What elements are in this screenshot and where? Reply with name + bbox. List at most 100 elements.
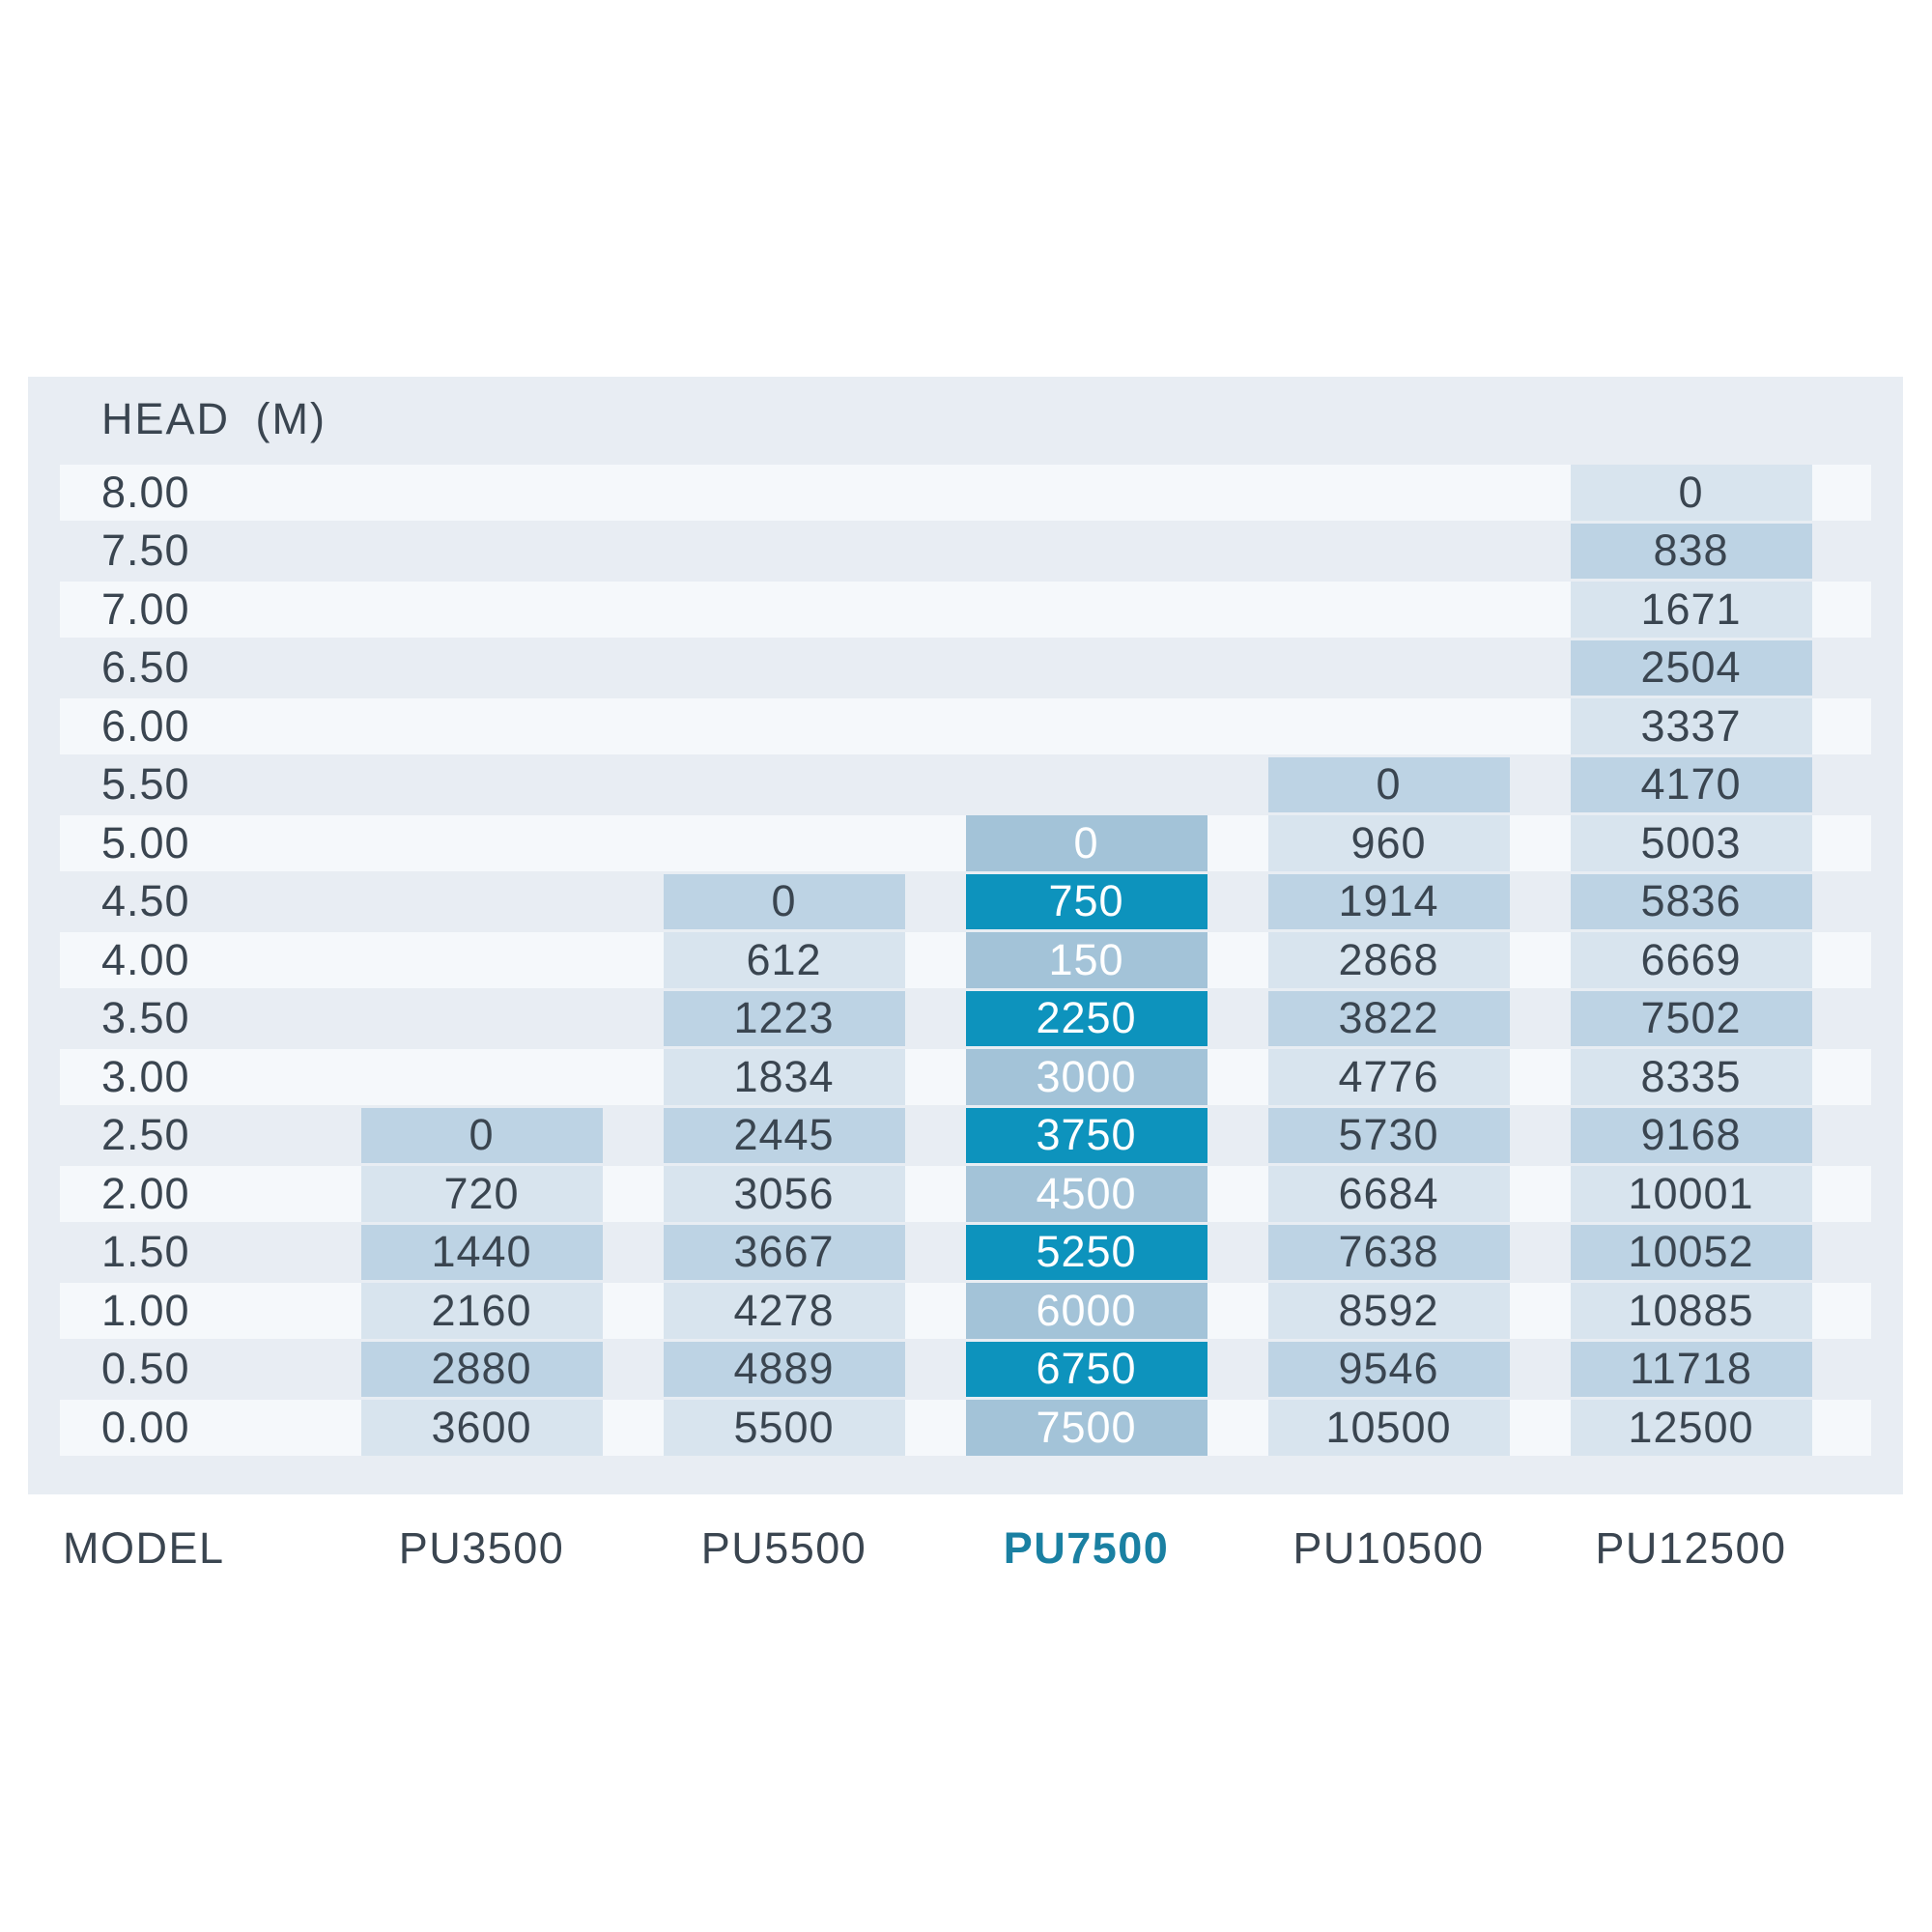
empty-cell: [1237, 465, 1540, 521]
flow-value: 4889: [663, 1341, 905, 1397]
flow-value: 0: [360, 1107, 603, 1163]
table-row: 0.50 2880 4889 6750 9546 11718: [60, 1341, 1871, 1398]
empty-cell: [330, 757, 633, 813]
table-row: 7.50 838: [60, 523, 1871, 580]
flow-cell: 3822: [1237, 990, 1540, 1046]
flow-cell: 6750: [935, 1341, 1237, 1397]
row-filler: [1842, 874, 1871, 930]
flow-cell: 838: [1540, 523, 1842, 579]
empty-cell: [935, 757, 1237, 813]
flow-value: 5003: [1570, 815, 1812, 871]
flow-cell: 4776: [1237, 1049, 1540, 1105]
row-filler: [1842, 1342, 1871, 1398]
flow-value-highlighted: 7500: [965, 1400, 1208, 1456]
head-value-label: 5.00: [60, 815, 330, 871]
flow-cell: 3750: [935, 1107, 1237, 1163]
empty-cell: [330, 932, 633, 988]
table-row: 0.00 3600 5500 7500 10500 12500: [60, 1400, 1871, 1456]
flow-value: 2868: [1267, 932, 1510, 988]
flow-value: 4170: [1570, 756, 1812, 812]
row-filler: [1842, 1400, 1871, 1456]
model-row-label: MODEL: [63, 1523, 225, 1573]
flow-value: 2504: [1570, 639, 1812, 696]
flow-value: 7638: [1267, 1224, 1510, 1280]
flow-value: 838: [1570, 523, 1812, 579]
flow-cell: 2250: [935, 990, 1237, 1046]
model-row-filler: [1842, 1515, 1871, 1582]
flow-value: 0: [1570, 465, 1812, 521]
model-label: PU12500: [1595, 1523, 1787, 1573]
flow-cell: 4889: [633, 1341, 935, 1397]
row-filler: [1842, 991, 1871, 1047]
flow-cell: 3337: [1540, 698, 1842, 754]
flow-cell: 7502: [1540, 990, 1842, 1046]
flow-value: 10052: [1570, 1224, 1812, 1280]
empty-cell: [633, 582, 935, 638]
empty-cell: [330, 524, 633, 580]
table-row: 4.50 0 750 1914 5836: [60, 873, 1871, 930]
flow-cell: 1440: [330, 1224, 633, 1280]
flow-cell: 5730: [1237, 1107, 1540, 1163]
table-row: 2.00 720 3056 4500 6684 10001: [60, 1166, 1871, 1222]
flow-value-highlighted: 2250: [965, 990, 1208, 1046]
flow-value: 1834: [663, 1049, 905, 1105]
flow-cell: 0: [1540, 465, 1842, 521]
flow-value: 5730: [1267, 1107, 1510, 1163]
flow-value: 3337: [1570, 698, 1812, 754]
flow-cell: 1223: [633, 990, 935, 1046]
row-filler: [1842, 1049, 1871, 1105]
flow-cell: 2504: [1540, 639, 1842, 696]
flow-cell: 9168: [1540, 1107, 1842, 1163]
flow-cell: 9546: [1237, 1341, 1540, 1397]
flow-cell: 960: [1237, 815, 1540, 871]
flow-cell: 1834: [633, 1049, 935, 1105]
empty-cell: [935, 640, 1237, 696]
empty-cell: [633, 465, 935, 521]
flow-cell: 10052: [1540, 1224, 1842, 1280]
flow-cell: 3600: [330, 1400, 633, 1456]
head-value-label: 7.00: [60, 582, 330, 638]
head-value-label: 4.50: [101, 876, 190, 926]
table-row: 7.00 1671: [60, 582, 1871, 638]
empty-cell: [1237, 582, 1540, 638]
flow-value-highlighted: 6750: [965, 1341, 1208, 1397]
flow-value: 6684: [1267, 1166, 1510, 1222]
flow-cell: 4500: [935, 1166, 1237, 1222]
flow-cell: 0: [633, 873, 935, 929]
flow-cell: 8335: [1540, 1049, 1842, 1105]
flow-value: 0: [1267, 756, 1510, 812]
head-value-label: 1.00: [60, 1283, 330, 1339]
flow-cell: 612: [633, 932, 935, 988]
table-row: 1.00 2160 4278 6000 8592 10885: [60, 1283, 1871, 1339]
flow-value: 6669: [1570, 932, 1812, 988]
empty-cell: [633, 640, 935, 696]
empty-cell: [935, 524, 1237, 580]
flow-cell: 7500: [935, 1400, 1237, 1456]
flow-value: 10885: [1570, 1283, 1812, 1339]
empty-cell: [1237, 524, 1540, 580]
flow-cell: 5836: [1540, 873, 1842, 929]
flow-value: 12500: [1570, 1400, 1812, 1456]
flow-cell: 3667: [633, 1224, 935, 1280]
flow-value: 9546: [1267, 1341, 1510, 1397]
empty-cell: [633, 524, 935, 580]
flow-cell: 10885: [1540, 1283, 1842, 1339]
row-filler: [1842, 640, 1871, 696]
head-value-label: 3.00: [60, 1049, 330, 1105]
flow-value: 8335: [1570, 1049, 1812, 1105]
head-value-label: 8.00: [60, 465, 330, 521]
flow-value: 1223: [663, 990, 905, 1046]
empty-cell: [330, 815, 633, 871]
table-title: HEAD (M): [101, 394, 327, 443]
flow-value: 1914: [1267, 873, 1510, 929]
flow-cell: 0: [1237, 756, 1540, 812]
flow-cell: 5500: [633, 1400, 935, 1456]
flow-value: 2880: [360, 1341, 603, 1397]
empty-cell: [935, 465, 1237, 521]
flow-value: 1440: [360, 1224, 603, 1280]
flow-cell: 0: [935, 815, 1237, 871]
flow-cell: 10500: [1237, 1400, 1540, 1456]
empty-cell: [935, 582, 1237, 638]
flow-value: 5500: [663, 1400, 905, 1456]
flow-cell: 2880: [330, 1341, 633, 1397]
